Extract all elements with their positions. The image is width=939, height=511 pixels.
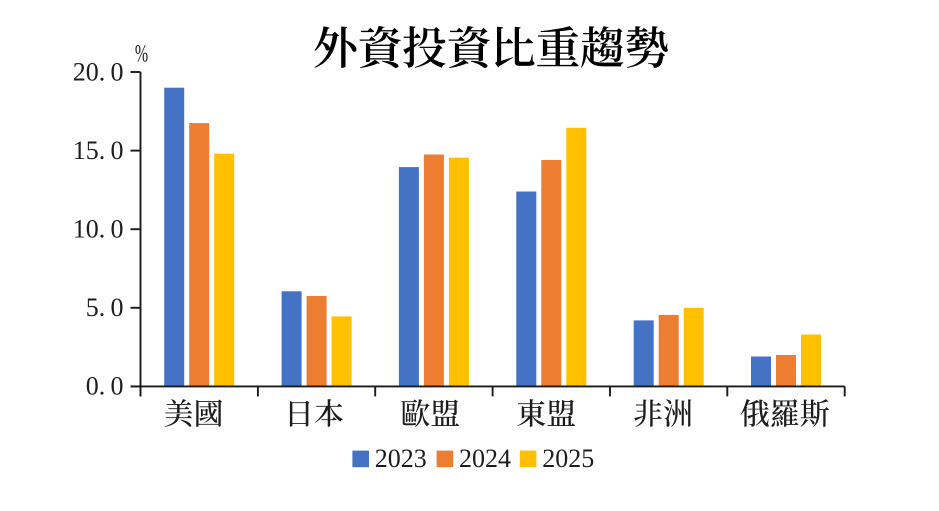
svg-text:%: % [135, 39, 148, 68]
svg-text:15. 0: 15. 0 [73, 136, 124, 165]
svg-text:20. 0: 20. 0 [73, 57, 124, 86]
svg-text:10. 0: 10. 0 [73, 215, 124, 244]
svg-text:2023: 2023 [375, 444, 427, 473]
svg-text:0. 0: 0. 0 [86, 372, 124, 401]
svg-text:5. 0: 5. 0 [86, 293, 124, 322]
svg-text:2025: 2025 [542, 444, 594, 473]
svg-text:2024: 2024 [459, 444, 511, 473]
